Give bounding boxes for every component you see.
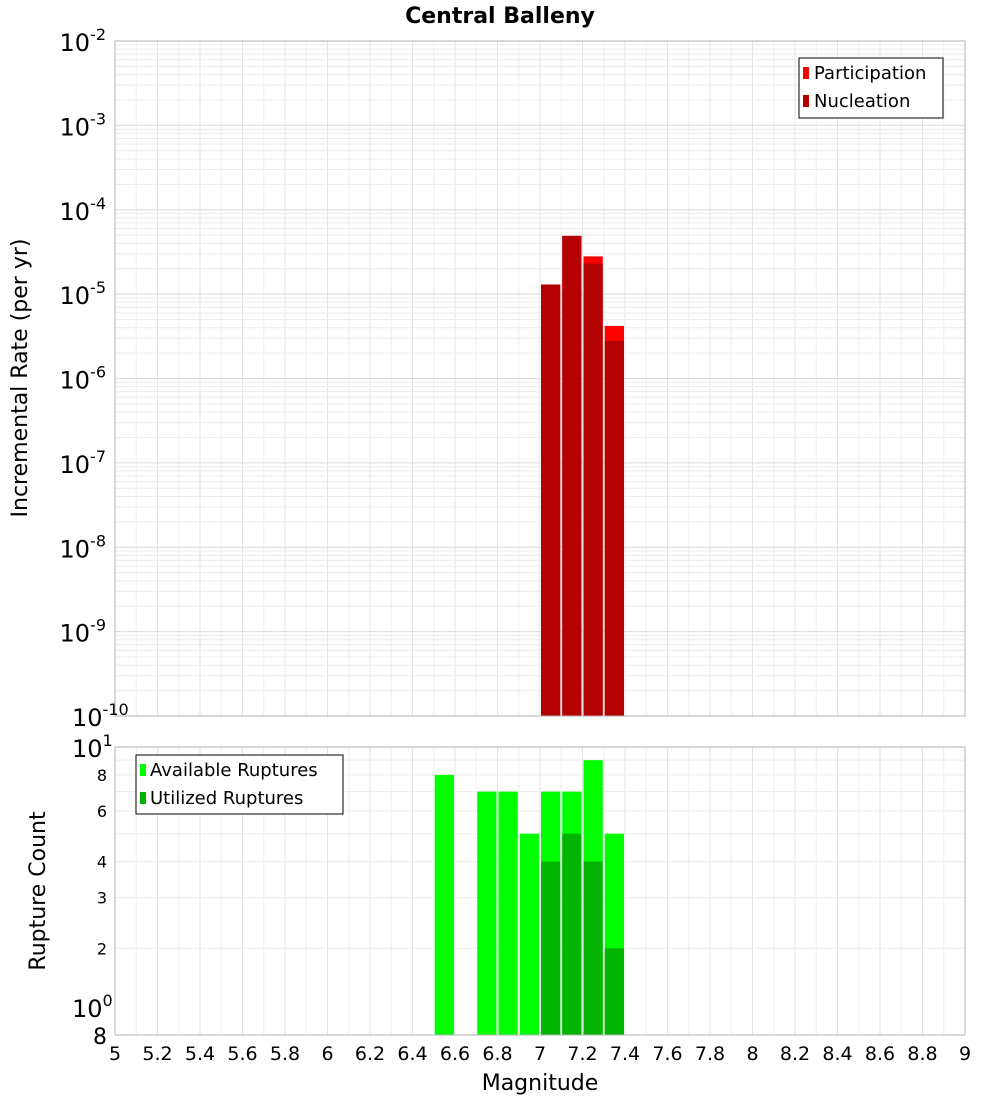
y-tick-label-top: 10-7 (60, 447, 107, 479)
y-tick-label-top: 10-3 (60, 109, 107, 141)
y-tick-label-top: 10-2 (60, 25, 107, 57)
bar-available (477, 791, 497, 1035)
legend-label-utilized: Utilized Ruptures (150, 788, 303, 809)
legend-swatch-available (140, 764, 146, 776)
y-tick-label-bottom-major: 100 (72, 991, 113, 1023)
bar-available (519, 833, 539, 1035)
x-tick-label: 8 (746, 1043, 758, 1065)
bar-utilized (541, 861, 561, 1035)
bar-available (498, 791, 518, 1035)
bar-nucleation (583, 263, 603, 716)
plot-frame (114, 746, 966, 1036)
x-tick-label: 8.2 (780, 1043, 810, 1065)
x-tick-label: 5.4 (185, 1043, 215, 1065)
x-tick-label: 7.2 (567, 1043, 597, 1065)
bar-utilized (604, 948, 624, 1035)
x-tick-label: 5.2 (142, 1043, 172, 1065)
y-tick-label-bottom: 4 (97, 853, 107, 872)
legend-label-nucleation: Nucleation (814, 91, 910, 112)
x-tick-label: 6.4 (397, 1043, 427, 1065)
x-tick-label: 9 (959, 1043, 971, 1065)
bar-nucleation (541, 284, 561, 716)
top-legend-box (798, 57, 944, 119)
bottom-legend: Available Ruptures Utilized Ruptures (135, 754, 344, 815)
legend-swatch-participation (803, 67, 809, 79)
x-tick-label: 8.8 (907, 1043, 937, 1065)
legend-label-available: Available Ruptures (150, 760, 318, 781)
bar-nucleation (604, 340, 624, 716)
bar-available (434, 774, 454, 1035)
bottom-y-axis-label: Rupture Count (26, 811, 51, 971)
top-legend: Participation Nucleation (798, 57, 944, 119)
y-tick-label-bottom: 8 (97, 766, 107, 785)
top-y-axis-label: Incremental Rate (per yr) (8, 239, 33, 518)
y-tick-label-top: 10-8 (60, 531, 107, 563)
y-tick-label-top: 10-6 (60, 363, 107, 395)
x-tick-label: 7.6 (652, 1043, 682, 1065)
plot-frame (114, 40, 966, 717)
legend-label-participation: Participation (814, 63, 926, 84)
y-tick-label-bottom: 3 (97, 889, 107, 908)
y-tick-label-top: 10-5 (60, 278, 107, 310)
x-tick-label: 6.8 (482, 1043, 512, 1065)
y-tick-label-top: 10-10 (72, 700, 129, 732)
y-tick-label-bottom: 6 (97, 802, 107, 821)
x-tick-label: 5.6 (227, 1043, 257, 1065)
x-tick-label: 7.4 (610, 1043, 640, 1065)
y-tick-label-top: 10-4 (60, 194, 107, 226)
legend-swatch-utilized (140, 792, 146, 804)
y-tick-label-bottom: 2 (97, 939, 107, 958)
x-tick-label: 8.6 (865, 1043, 895, 1065)
x-tick-label: 5.8 (270, 1043, 300, 1065)
x-axis-label: Magnitude (482, 1071, 599, 1096)
y-tick-label-bottom-edge: 8 (93, 1025, 107, 1050)
bar-utilized (562, 833, 582, 1035)
x-tick-label: 7.8 (695, 1043, 725, 1065)
x-tick-label: 6 (321, 1043, 333, 1065)
x-tick-label: 6.6 (440, 1043, 470, 1065)
bar-nucleation (562, 235, 582, 716)
x-tick-label: 7 (534, 1043, 546, 1065)
bottom-legend-box (135, 754, 344, 815)
y-tick-label-bottom-major: 101 (72, 731, 113, 763)
top-plot-area: 10-2 10-3 10-4 10-5 10-6 10-7 10-8 10-9 10-10 (60, 25, 966, 732)
legend-swatch-nucleation (803, 95, 809, 107)
x-tick-label: 6.2 (355, 1043, 385, 1065)
chart-title: Central Balleny (405, 4, 595, 29)
y-tick-label-top: 10-9 (60, 616, 107, 648)
x-tick-label: 5 (109, 1043, 121, 1065)
bar-utilized (583, 861, 603, 1035)
x-tick-label: 8.4 (822, 1043, 852, 1065)
